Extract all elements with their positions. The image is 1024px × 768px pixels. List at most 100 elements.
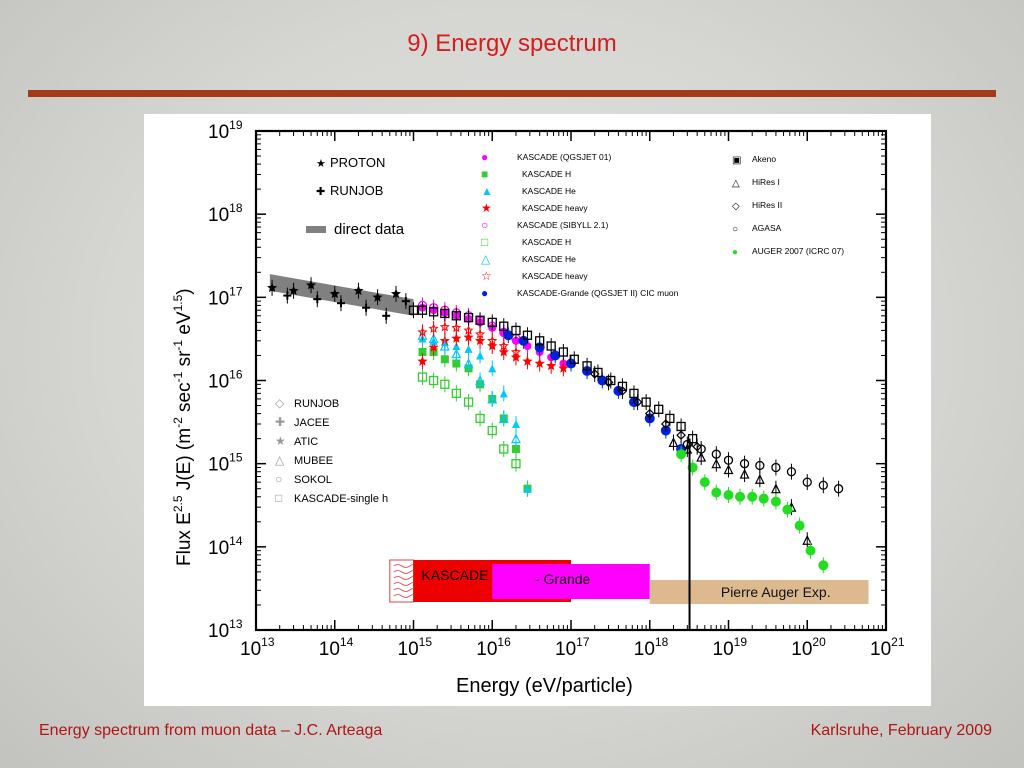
data-point <box>603 377 614 388</box>
data-point <box>487 317 497 328</box>
data-point <box>499 389 508 398</box>
data-point <box>668 437 679 448</box>
legend-label: KASCADE (QGSJET 01) <box>517 152 611 162</box>
slide-title: 9) Energy spectrum <box>407 30 617 57</box>
data-point <box>487 393 498 404</box>
data-point <box>267 282 278 293</box>
data-point <box>682 439 692 450</box>
legend-label: PROTON <box>330 155 385 170</box>
data-point <box>758 493 769 504</box>
data-point <box>440 355 449 364</box>
data-point <box>711 487 722 498</box>
data-point <box>522 330 533 340</box>
x-tick-label: 1017 <box>555 635 590 660</box>
legend-label: JACEE <box>294 417 329 429</box>
legend-label: direct data <box>334 221 405 238</box>
data-point <box>382 311 391 320</box>
legend-label: KASCADE H <box>522 169 571 179</box>
data-point <box>818 480 828 490</box>
data-point <box>723 464 734 475</box>
y-tick-label: 1015 <box>208 451 243 476</box>
experiment-label: Pierre Auger Exp. <box>721 584 831 600</box>
legend-label: SOKOL <box>294 474 332 486</box>
data-point <box>503 330 514 341</box>
data-point <box>802 534 813 545</box>
data-point <box>511 419 520 428</box>
legend-marker: ● <box>481 150 488 164</box>
legend-label: KASCADE (SIBYLL 2.1) <box>517 220 609 230</box>
data-point <box>440 379 450 389</box>
data-point <box>802 477 812 487</box>
legend-label: HiRes II <box>752 200 782 210</box>
data-point <box>550 350 561 361</box>
data-point <box>451 311 461 321</box>
data-point <box>463 397 474 407</box>
legend-marker: ○ <box>481 218 488 232</box>
legend-label: KASCADE heavy <box>522 203 588 213</box>
legend-marker: ▲ <box>481 184 493 198</box>
legend-marker: ★ <box>316 158 326 170</box>
experiment-bar <box>649 580 869 604</box>
legend-marker: ▣ <box>732 155 741 166</box>
x-tick-label: 1020 <box>791 635 826 660</box>
data-point <box>632 397 643 407</box>
data-point <box>523 484 532 493</box>
data-point <box>475 315 485 325</box>
data-point <box>417 372 428 382</box>
data-point <box>818 560 829 571</box>
data-point <box>511 445 520 454</box>
data-point <box>771 462 781 473</box>
legend-label: ATIC <box>294 436 318 448</box>
data-point <box>582 361 592 371</box>
legend-marker: ◇ <box>732 201 740 212</box>
legend-marker: ★ <box>481 201 492 215</box>
data-point <box>487 425 497 436</box>
data-point <box>511 325 521 336</box>
data-point <box>283 291 292 300</box>
legend-marker: ◇ <box>275 396 285 410</box>
data-point <box>510 346 522 357</box>
data-point <box>329 288 340 299</box>
legend-marker: ● <box>732 247 738 258</box>
legend-label: Akeno <box>752 154 776 164</box>
legend-marker: ☆ <box>481 269 492 283</box>
data-point <box>696 451 707 462</box>
data-point <box>593 367 603 378</box>
data-point <box>440 308 450 319</box>
data-point <box>755 460 765 471</box>
legend-marker: △ <box>732 178 740 189</box>
legend-marker: ✚ <box>275 415 285 429</box>
legend-marker: △ <box>481 252 491 266</box>
y-tick-label: 1017 <box>208 284 243 309</box>
data-point <box>474 328 486 339</box>
legend-marker: □ <box>481 235 488 249</box>
legend-label: KASCADE heavy <box>522 271 588 281</box>
data-point <box>654 404 664 414</box>
data-point <box>754 473 765 484</box>
footer-left: Energy spectrum from muon data – J.C. Ar… <box>39 722 383 739</box>
data-point <box>696 444 706 454</box>
experiment-label: - Grande <box>535 571 590 587</box>
direct-data-band <box>269 274 414 316</box>
data-point <box>439 321 450 332</box>
data-point <box>794 520 805 531</box>
data-point <box>417 355 428 366</box>
legend-label: HiRes I <box>752 177 780 187</box>
legend-marker: ○ <box>275 472 282 486</box>
data-point <box>475 413 485 424</box>
legend-label: RUNJOB <box>330 183 383 198</box>
data-point <box>770 496 781 507</box>
x-tick-label: 1021 <box>870 635 905 660</box>
data-point <box>782 504 793 515</box>
y-tick-label: 1016 <box>208 368 243 393</box>
legend-label: AGASA <box>752 223 782 233</box>
data-point <box>372 292 383 302</box>
data-point <box>451 333 462 343</box>
data-point <box>569 354 579 364</box>
data-point <box>463 312 474 323</box>
data-point <box>475 375 486 386</box>
data-point <box>451 348 462 359</box>
data-point <box>362 303 371 312</box>
legend-swatch <box>306 226 326 233</box>
x-tick-label: 1015 <box>398 635 433 660</box>
